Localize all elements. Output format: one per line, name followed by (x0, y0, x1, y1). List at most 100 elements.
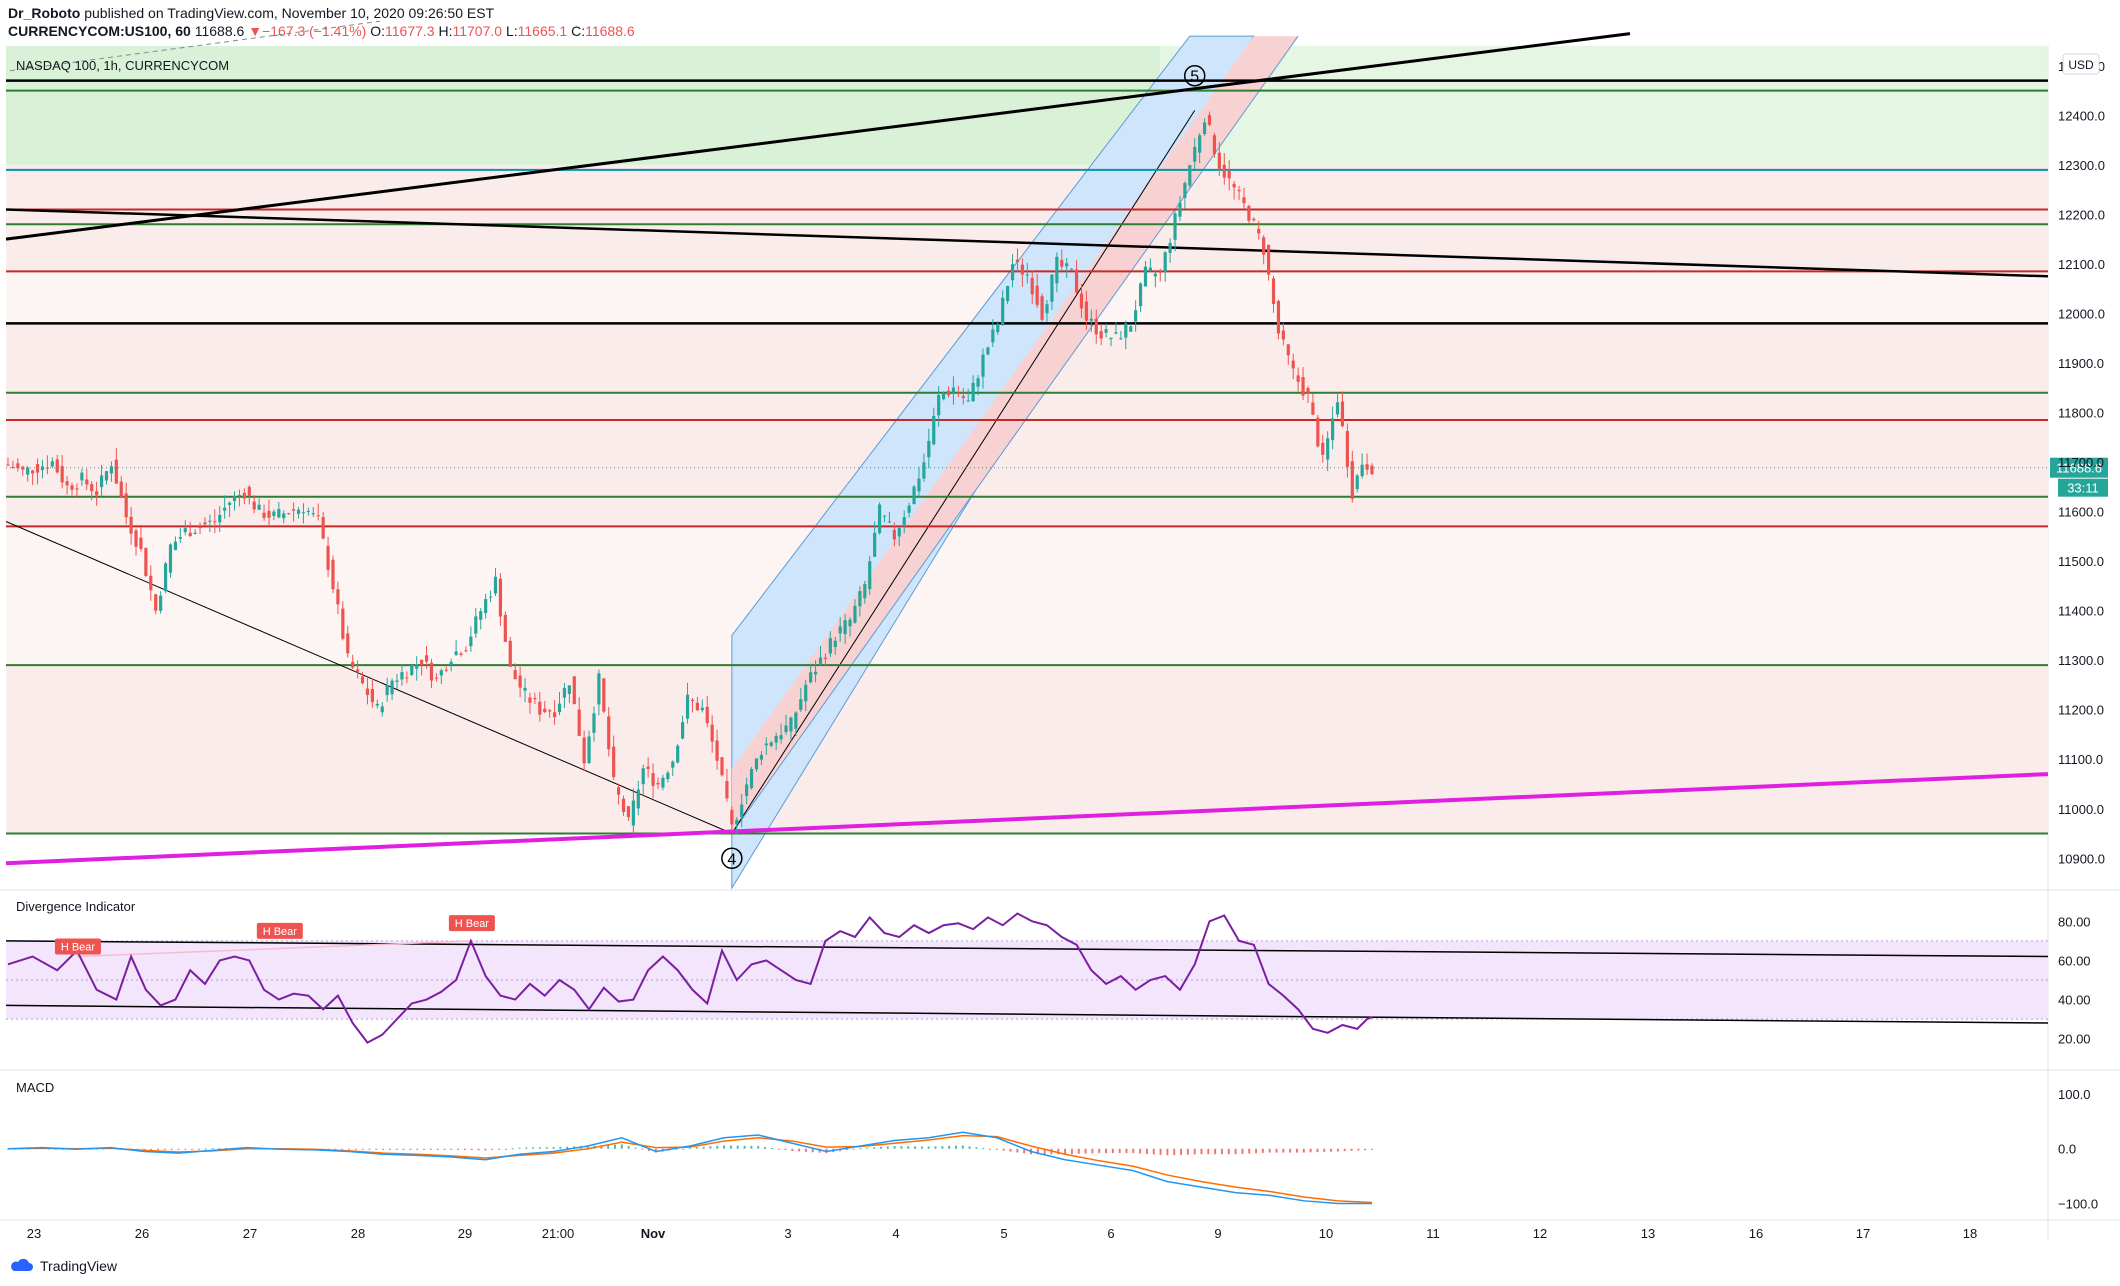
candle-body (508, 640, 512, 667)
candle-body (262, 512, 266, 518)
candle-body (966, 400, 970, 402)
candle-body (951, 387, 956, 393)
macd-histogram-bar (682, 1148, 685, 1150)
candle-body (927, 440, 931, 458)
price-tick-label: 11000.0 (2058, 802, 2104, 817)
macd-histogram-bar (170, 1148, 173, 1150)
macd-histogram-bar (191, 1148, 194, 1150)
macd-histogram-bar (989, 1148, 992, 1150)
macd-histogram-bar (1064, 1148, 1067, 1155)
macd-histogram-bar (559, 1146, 562, 1149)
currency-label: USD (2068, 58, 2094, 72)
candle-body (16, 463, 20, 469)
macd-histogram-bar (1009, 1148, 1012, 1152)
candle-body (375, 703, 379, 706)
candle-body (818, 657, 823, 664)
wave-line (5, 521, 733, 834)
macd-histogram-bar (1200, 1148, 1203, 1155)
open-value: 11677.3 (385, 23, 435, 39)
candle-body (1217, 152, 1221, 170)
candle-body (1158, 271, 1162, 273)
candle-body (873, 532, 877, 557)
macd-histogram-bar (1132, 1148, 1135, 1154)
candle-body (129, 516, 133, 534)
candle-body (1316, 417, 1320, 447)
candle-body (784, 725, 788, 733)
candle-body (730, 809, 734, 825)
candle-body (1070, 268, 1074, 270)
candle-body (95, 491, 99, 496)
macd-histogram-bar (1295, 1148, 1298, 1153)
macd-histogram-bar (402, 1148, 405, 1150)
macd-histogram-bar (1220, 1148, 1223, 1155)
macd-histogram-bar (525, 1147, 528, 1149)
macd-histogram-bar (491, 1148, 494, 1150)
tradingview-brand[interactable]: TradingView (40, 1258, 118, 1274)
candle-body (1257, 228, 1261, 234)
price-tick-label: 11800.0 (2058, 406, 2104, 421)
candle-body (759, 754, 764, 760)
candle-body (1193, 146, 1197, 162)
candle-body (124, 493, 128, 518)
candle-body (1020, 264, 1024, 275)
macd-histogram-bar (648, 1148, 651, 1151)
macd-histogram-bar (416, 1148, 419, 1150)
candle-body (705, 706, 709, 724)
macd-histogram-bar (225, 1147, 228, 1149)
price-tick-label: 11200.0 (2058, 703, 2104, 718)
candle-body (208, 520, 212, 522)
time-tick-label: 29 (458, 1226, 472, 1241)
candle-body (493, 576, 498, 594)
candle-body (1237, 189, 1241, 192)
candle-body (1015, 259, 1020, 263)
candle-body (1227, 170, 1231, 179)
macd-histogram-bar (184, 1148, 187, 1150)
macd-histogram-bar (354, 1148, 357, 1150)
candle-body (1025, 274, 1029, 276)
macd-histogram-bar (1343, 1148, 1346, 1152)
candle-body (907, 505, 911, 513)
candle-body (976, 378, 980, 387)
macd-histogram-bar (463, 1148, 466, 1151)
macd-histogram-bar (211, 1148, 214, 1150)
macd-histogram-bar (852, 1148, 855, 1150)
candle-body (163, 563, 168, 592)
candle-body (1134, 310, 1138, 322)
candle-body (932, 415, 936, 445)
candle-body (946, 390, 951, 396)
candle-body (543, 708, 547, 712)
down-arrow-icon: ▼ (248, 23, 263, 39)
candle-body (65, 481, 69, 486)
candle-body (961, 396, 965, 399)
price-tick-label: 11600.0 (2058, 505, 2104, 520)
time-tick-label: 27 (243, 1226, 257, 1241)
rsi-tick-label: 40.00 (2058, 993, 2091, 1008)
macd-histogram-bar (695, 1147, 698, 1149)
candle-body (1040, 296, 1044, 320)
macd-histogram-bar (764, 1146, 767, 1149)
macd-histogram-bar (1350, 1148, 1353, 1151)
macd-histogram-bar (954, 1145, 957, 1149)
candle-body (769, 742, 773, 746)
macd-histogram-bar (689, 1147, 691, 1149)
candle-body (144, 547, 148, 576)
candle-body (85, 479, 89, 485)
macd-histogram-bar (634, 1147, 637, 1149)
macd-histogram-bar (1371, 1148, 1373, 1150)
macd-histogram-bar (436, 1148, 439, 1150)
time-tick-label: 23 (27, 1226, 41, 1241)
macd-histogram-bar (1139, 1148, 1142, 1154)
zone-band (6, 46, 1160, 165)
candle-body (188, 532, 192, 537)
candle-body (631, 800, 635, 826)
candle-body (257, 504, 261, 510)
last-price: 11688.6 (194, 23, 245, 39)
macd-histogram-bar (613, 1144, 616, 1149)
macd-histogram-bar (982, 1148, 985, 1150)
price-tick-label: 11300.0 (2058, 653, 2104, 668)
candle-body (1001, 297, 1005, 325)
macd-histogram-bar (409, 1148, 412, 1150)
publisher-name[interactable]: Dr_Roboto (8, 5, 81, 21)
candle-body (380, 706, 384, 713)
